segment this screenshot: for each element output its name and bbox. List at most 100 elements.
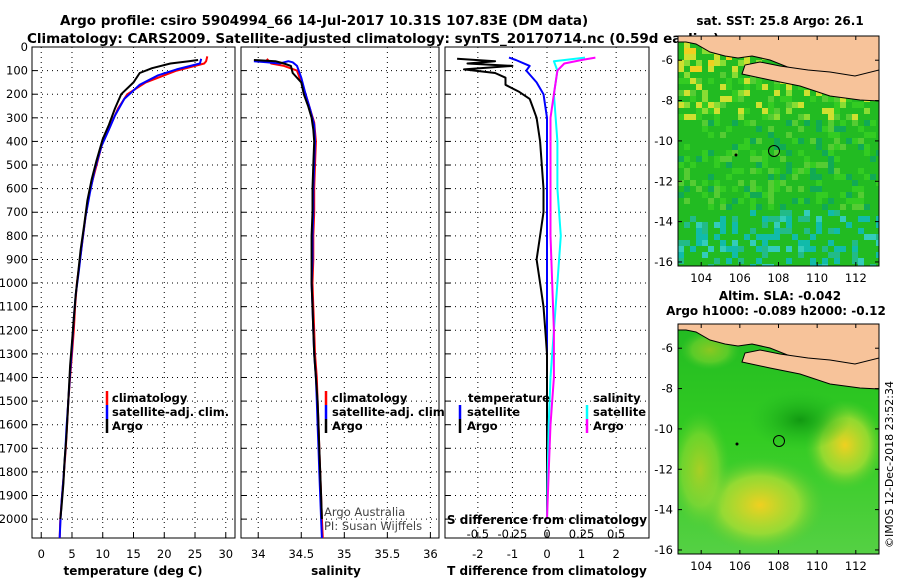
sst-cell bbox=[690, 90, 696, 96]
sst-cell bbox=[852, 180, 858, 186]
sst-cell bbox=[762, 240, 768, 246]
sst-cell bbox=[858, 216, 864, 222]
sst-cell bbox=[816, 192, 822, 198]
sst-cell bbox=[732, 66, 738, 72]
map-y-tick-label: -12 bbox=[654, 462, 673, 476]
sst-cell bbox=[858, 102, 864, 108]
sst-cell bbox=[828, 162, 834, 168]
sst-cell bbox=[852, 252, 858, 258]
y-tick-label: 900 bbox=[6, 252, 28, 266]
sst-cell bbox=[738, 90, 744, 96]
sst-cell bbox=[744, 144, 750, 150]
sst-cell bbox=[852, 204, 858, 210]
sst-cell bbox=[768, 192, 774, 198]
sst-cell bbox=[768, 126, 774, 132]
sst-cell bbox=[678, 162, 684, 168]
sst-cell bbox=[876, 150, 879, 156]
sst-cell bbox=[702, 246, 708, 252]
sst-cell bbox=[870, 234, 876, 240]
sst-cell bbox=[810, 264, 816, 266]
y-tick-label: 200 bbox=[6, 87, 28, 101]
x-tick-label: 35 bbox=[337, 547, 352, 561]
sst-cell bbox=[840, 252, 846, 258]
sst-cell bbox=[678, 192, 684, 198]
sst-cell bbox=[714, 156, 720, 162]
sst-cell bbox=[756, 84, 762, 90]
sst-cell bbox=[738, 144, 744, 150]
temperature-tick-labels: 0 5 10 15 20 25 30 bbox=[38, 547, 234, 561]
sst-cell bbox=[858, 198, 864, 204]
sst-cell bbox=[756, 126, 762, 132]
sst-cell bbox=[744, 240, 750, 246]
sst-cell bbox=[786, 138, 792, 144]
y-tick-label: 1100 bbox=[0, 300, 28, 314]
sst-cell bbox=[756, 246, 762, 252]
sst-cell bbox=[696, 66, 702, 72]
sst-cell bbox=[738, 108, 744, 114]
sst-cell bbox=[714, 258, 720, 264]
sst-cell bbox=[798, 246, 804, 252]
sst-cell bbox=[816, 126, 822, 132]
sst-cell bbox=[822, 234, 828, 240]
sst-cell bbox=[792, 234, 798, 240]
sst-cell bbox=[810, 258, 816, 264]
sst-cell bbox=[738, 78, 744, 84]
sst-cell bbox=[732, 96, 738, 102]
sst-cell bbox=[786, 228, 792, 234]
sst-cell bbox=[684, 48, 690, 54]
sst-cell bbox=[786, 84, 792, 90]
sst-cell bbox=[762, 150, 768, 156]
credit-argo-australia: Argo Australia bbox=[324, 505, 405, 519]
sst-cell bbox=[768, 186, 774, 192]
sst-cell bbox=[804, 198, 810, 204]
sst-cell bbox=[786, 210, 792, 216]
sst-cell bbox=[840, 204, 846, 210]
y-tick-label: 500 bbox=[6, 158, 28, 172]
sst-cell bbox=[828, 108, 834, 114]
sst-cell bbox=[786, 120, 792, 126]
sst-cell bbox=[876, 162, 879, 168]
sst-cell bbox=[750, 264, 756, 266]
sst-cell bbox=[690, 204, 696, 210]
sst-cell bbox=[840, 174, 846, 180]
sst-cell bbox=[756, 234, 762, 240]
sst-cell bbox=[714, 216, 720, 222]
sst-cell bbox=[696, 108, 702, 114]
sst-cell bbox=[834, 144, 840, 150]
temperature-legend: climatology satellite-adj. clim. Argo bbox=[105, 391, 229, 433]
sst-cell bbox=[762, 252, 768, 258]
sst-cell bbox=[786, 96, 792, 102]
sst-cell bbox=[792, 192, 798, 198]
sst-cell bbox=[684, 168, 690, 174]
sst-cell bbox=[804, 174, 810, 180]
sst-cell bbox=[684, 60, 690, 66]
sst-cell bbox=[822, 96, 828, 102]
map-x-tick-label: 108 bbox=[768, 559, 790, 573]
sst-cell bbox=[720, 198, 726, 204]
sst-cell bbox=[774, 114, 780, 120]
s-difference-tick-labels: -0.5 -0.25 0 0.25 0.5 bbox=[467, 527, 626, 541]
sst-cell bbox=[804, 114, 810, 120]
y-tick-label: 100 bbox=[6, 64, 28, 78]
sst-map-ticks: 104 106 108 110 112 -6 -8 -10 -12 -14 -16 bbox=[654, 36, 879, 285]
legend-t-argo: Argo bbox=[467, 419, 498, 433]
sst-cell bbox=[816, 198, 822, 204]
map-y-tick-label: -10 bbox=[654, 134, 673, 148]
sst-cell bbox=[864, 246, 870, 252]
legend-t-satellite: satellite bbox=[467, 405, 520, 419]
sst-cell bbox=[816, 180, 822, 186]
salinity-panel: 34 34.5 35 35.5 36 salinity climatology sate… bbox=[240, 46, 449, 578]
sst-cell bbox=[792, 138, 798, 144]
sst-cell bbox=[750, 138, 756, 144]
legend-climatology: climatology bbox=[332, 391, 408, 405]
sla-island bbox=[735, 442, 739, 446]
sst-cell bbox=[720, 162, 726, 168]
map-x-tick-label: 112 bbox=[845, 559, 867, 573]
sst-cell bbox=[702, 222, 708, 228]
sst-cell bbox=[744, 78, 750, 84]
legend-argo: Argo bbox=[332, 419, 363, 433]
sst-cell bbox=[678, 102, 684, 108]
sst-cell bbox=[780, 216, 786, 222]
sst-cell bbox=[702, 192, 708, 198]
sst-cell bbox=[714, 108, 720, 114]
